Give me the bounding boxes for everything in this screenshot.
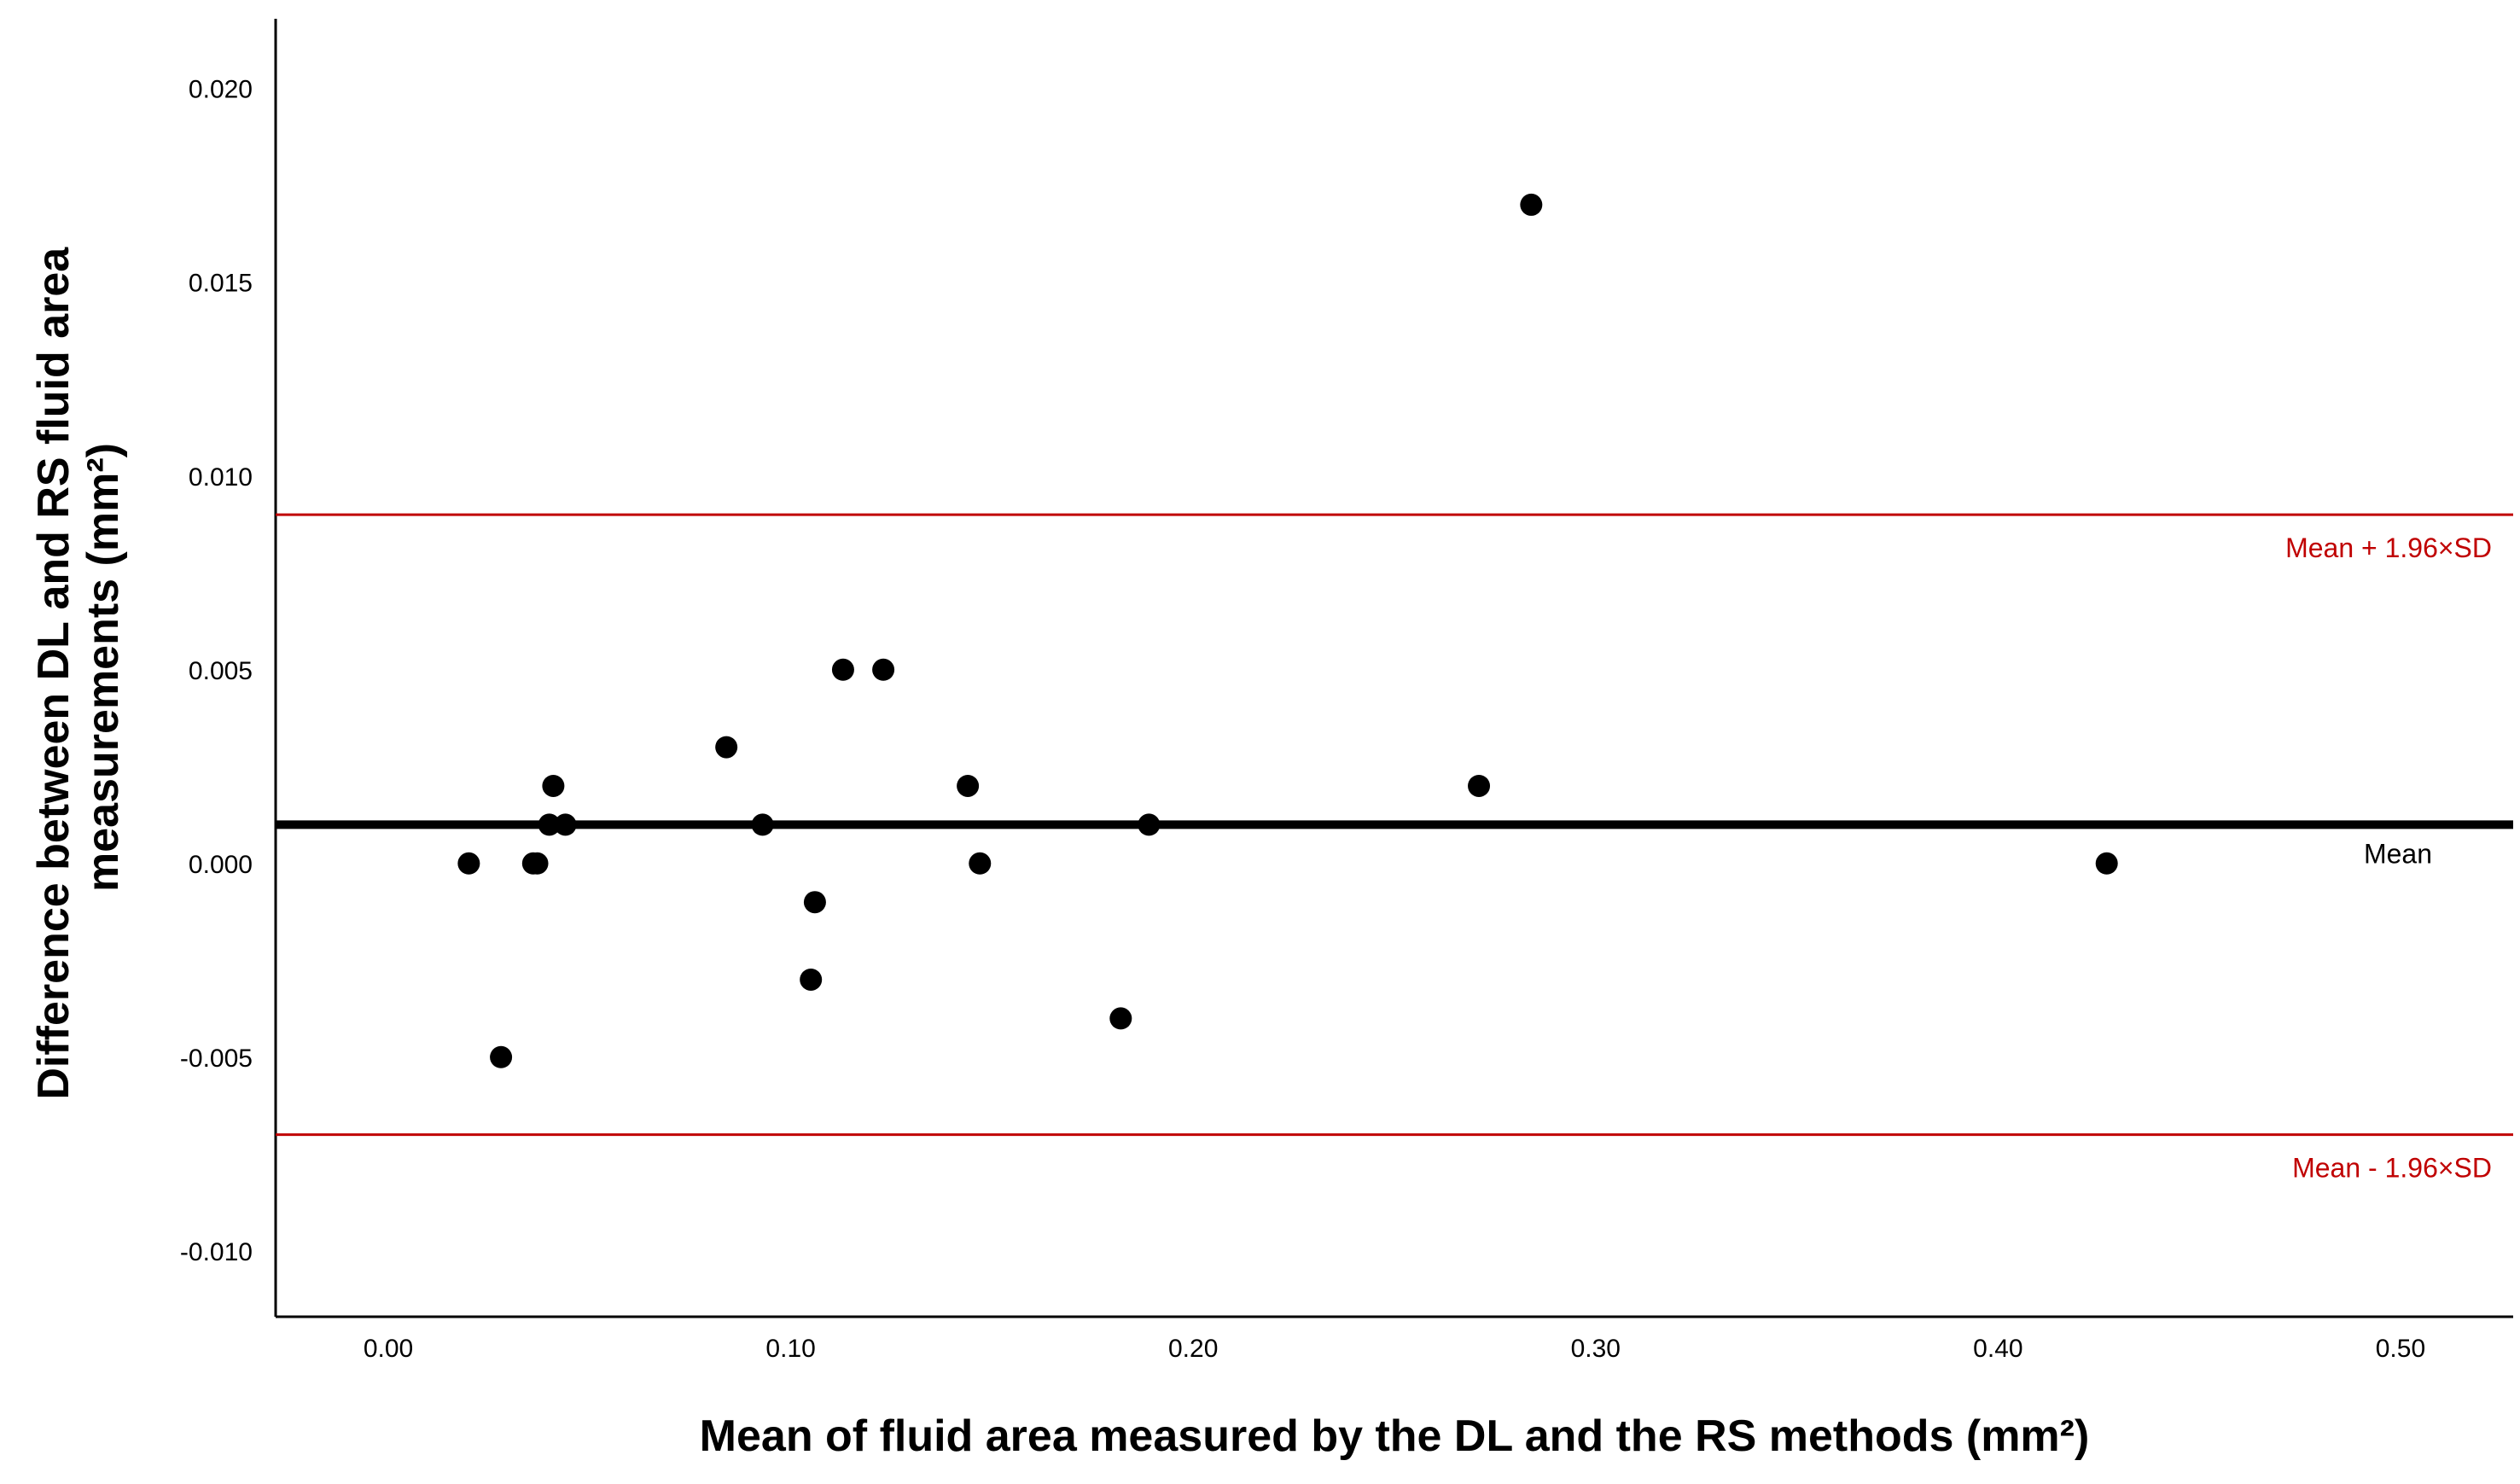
x-tick-label-5: 0.50 <box>2376 1335 2425 1363</box>
reference-lines: Mean + 1.96×SD Mean Mean - 1.96×SD <box>276 513 2513 1184</box>
x-axis-title: Mean of fluid area measured by the DL an… <box>700 1411 2090 1461</box>
y-tick-label-2: 0.010 <box>189 463 253 492</box>
data-point-10 <box>803 891 826 914</box>
y-axis-title-line-1: Difference between DL and RS fluid area <box>29 247 79 1100</box>
y-tick-label-0: 0.020 <box>189 76 253 104</box>
x-tick-label-2: 0.20 <box>1168 1335 1218 1363</box>
x-tick-label-1: 0.10 <box>765 1335 815 1363</box>
data-point-6 <box>554 813 577 836</box>
y-tick-labels: 0.020 0.015 0.010 0.005 0.000 -0.005 -0.010 <box>180 76 253 1266</box>
reference-line-label-0: Mean + 1.96×SD <box>2285 532 2492 563</box>
data-point-9 <box>800 968 823 991</box>
y-axis-title-line-2: measurements (mm²) <box>79 443 128 892</box>
y-tick-label-5: -0.005 <box>180 1045 253 1073</box>
data-point-12 <box>872 658 895 681</box>
axes <box>274 19 2513 1318</box>
x-tick-label-4: 0.40 <box>1973 1335 2022 1363</box>
data-point-7 <box>715 736 738 759</box>
x-tick-labels: 0.00 0.10 0.20 0.30 0.40 0.50 <box>364 1335 2425 1363</box>
y-tick-label-6: -0.010 <box>180 1238 253 1266</box>
data-point-13 <box>957 774 980 797</box>
y-tick-label-1: 0.015 <box>189 270 253 298</box>
data-point-0 <box>457 852 480 875</box>
y-tick-label-3: 0.005 <box>189 657 253 685</box>
data-point-17 <box>1468 774 1491 797</box>
x-tick-label-0: 0.00 <box>364 1335 413 1363</box>
data-point-5 <box>542 774 565 797</box>
data-point-19 <box>2095 852 2118 875</box>
data-point-16 <box>1138 813 1161 836</box>
reference-line-label-1: Mean <box>2364 838 2432 869</box>
reference-line-label-2: Mean - 1.96×SD <box>2292 1153 2492 1184</box>
x-tick-label-3: 0.30 <box>1571 1335 1621 1363</box>
data-point-18 <box>1520 193 1543 216</box>
data-point-8 <box>751 813 774 836</box>
data-point-1 <box>490 1045 513 1068</box>
data-point-4 <box>538 813 561 836</box>
y-tick-label-4: 0.000 <box>189 851 253 879</box>
data-point-14 <box>969 852 992 875</box>
y-axis-title: Difference between DL and RS fluid area … <box>29 235 128 1099</box>
data-point-3 <box>526 852 549 875</box>
data-points <box>457 193 2118 1068</box>
data-point-15 <box>1109 1007 1132 1030</box>
data-point-11 <box>831 658 854 681</box>
